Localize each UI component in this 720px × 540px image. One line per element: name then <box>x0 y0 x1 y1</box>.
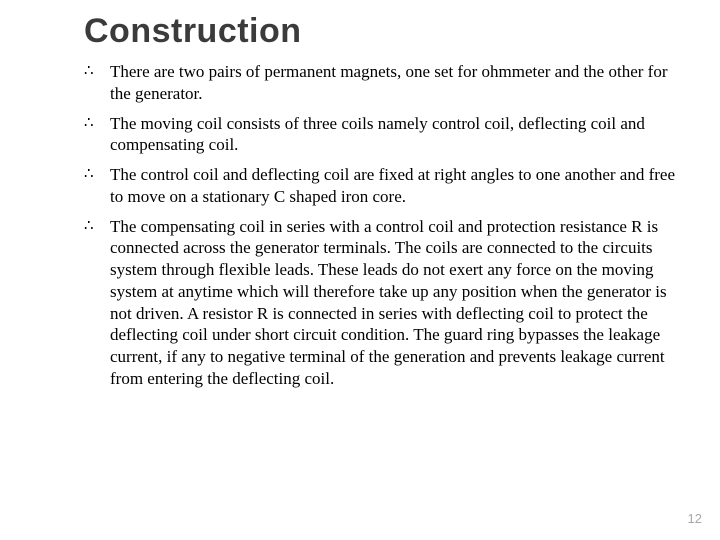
bullet-list: ∴ There are two pairs of permanent magne… <box>84 61 676 390</box>
bullet-icon: ∴ <box>84 115 94 130</box>
list-item: ∴ There are two pairs of permanent magne… <box>84 61 676 105</box>
list-item: ∴ The compensating coil in series with a… <box>84 216 676 390</box>
bullet-text: The moving coil consists of three coils … <box>110 114 645 155</box>
list-item: ∴ The moving coil consists of three coil… <box>84 113 676 157</box>
bullet-icon: ∴ <box>84 166 94 181</box>
bullet-icon: ∴ <box>84 63 94 78</box>
bullet-icon: ∴ <box>84 218 94 233</box>
slide: Construction ∴ There are two pairs of pe… <box>0 0 720 540</box>
page-number: 12 <box>688 511 702 526</box>
slide-title: Construction <box>84 12 676 51</box>
list-item: ∴ The control coil and deflecting coil a… <box>84 164 676 208</box>
bullet-text: The compensating coil in series with a c… <box>110 217 667 388</box>
bullet-text: The control coil and deflecting coil are… <box>110 165 675 206</box>
bullet-text: There are two pairs of permanent magnets… <box>110 62 667 103</box>
